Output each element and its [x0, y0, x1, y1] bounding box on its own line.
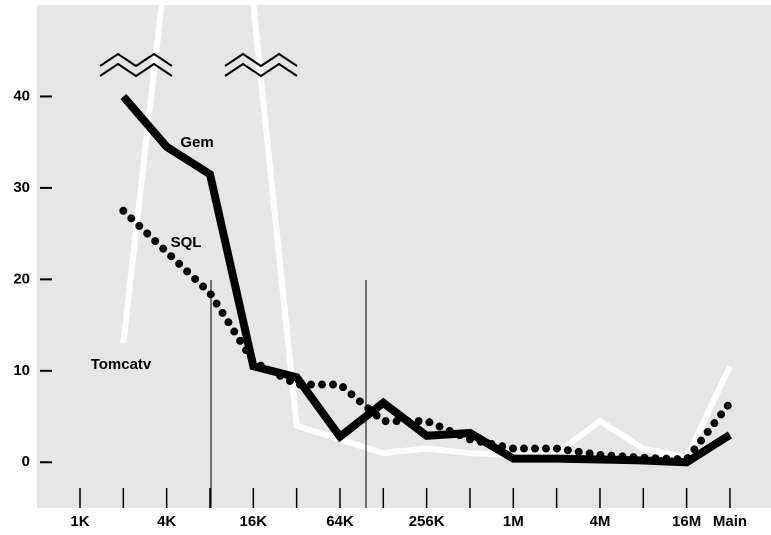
y-tick-label: 40 — [13, 87, 30, 104]
x-tick-label: 1M — [503, 513, 524, 530]
series-line — [120, 5, 733, 462]
y-tick-label: 30 — [13, 179, 30, 196]
x-tick-label: 4M — [590, 513, 611, 530]
plot-area — [37, 5, 771, 508]
x-tick-label: 16M — [672, 513, 701, 530]
series-line — [119, 206, 734, 464]
series-line — [120, 93, 733, 467]
x-tick-label: Main — [713, 513, 747, 530]
x-tick-label: 4K — [157, 513, 176, 530]
x-tick-label: 256K — [409, 513, 445, 530]
y-tick-label: 20 — [13, 270, 30, 287]
x-tick-label: 64K — [326, 513, 354, 530]
axis-break — [99, 52, 298, 78]
series-label: SQL — [171, 234, 202, 251]
y-tick-label: 10 — [13, 362, 30, 379]
x-tick-label: 16K — [240, 513, 268, 530]
series-label: Gem — [180, 134, 213, 151]
x-tick-label: 1K — [70, 513, 89, 530]
series-label: Tomcatv — [91, 356, 152, 373]
y-tick-label: 0 — [22, 453, 30, 470]
